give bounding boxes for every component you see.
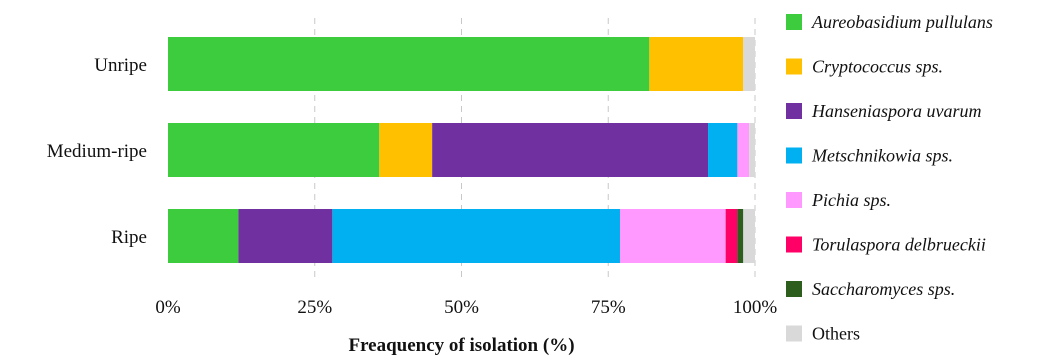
legend-label-5: Pichia sps. <box>811 190 891 210</box>
legend-label-2: Cryptococcus sps. <box>812 57 943 77</box>
bar-segment-medium-ripe-8 <box>749 123 755 177</box>
category-label-medium-ripe: Medium-ripe <box>47 141 147 162</box>
bar-segment-ripe-3 <box>238 209 333 263</box>
category-label-ripe: Ripe <box>111 227 147 248</box>
bar-segments <box>168 37 755 263</box>
bar-segment-medium-ripe-1 <box>168 123 380 177</box>
bar-segment-ripe-8 <box>743 209 755 263</box>
legend-swatch-3 <box>786 103 802 119</box>
legend-label-7: Saccharomyces sps. <box>812 279 955 299</box>
legend-swatch-1 <box>786 14 802 30</box>
legend-swatch-5 <box>786 192 802 208</box>
legend-swatch-4 <box>786 147 802 164</box>
category-labels: Unripe Medium-ripe Ripe <box>47 55 147 248</box>
category-label-unripe: Unripe <box>94 55 147 76</box>
bar-segment-ripe-5 <box>619 209 726 263</box>
bar-segment-unripe-8 <box>743 37 755 91</box>
bar-segment-medium-ripe-2 <box>379 123 433 177</box>
x-tick-label-1: 25% <box>297 297 332 318</box>
legend-label-4: Metschnikowia sps. <box>811 146 953 166</box>
legend-swatch-7 <box>786 281 802 297</box>
legend-swatch-2 <box>786 58 802 75</box>
x-tick-label-4: 100% <box>733 297 778 318</box>
bar-segment-ripe-1 <box>168 209 239 263</box>
legend-label-6: Torulaspora delbrueckii <box>812 235 986 255</box>
x-tick-label-0: 0% <box>155 297 181 318</box>
legend-swatch-6 <box>786 236 802 253</box>
bar-segment-unripe-2 <box>649 37 744 91</box>
bar-segment-ripe-7 <box>737 209 744 263</box>
legend-swatch-8 <box>786 325 802 342</box>
x-tick-label-2: 50% <box>444 297 479 318</box>
bar-segment-medium-ripe-4 <box>708 123 738 177</box>
bar-segment-unripe-1 <box>168 37 650 91</box>
x-axis-title: Freaquency of isolation (%) <box>348 335 574 356</box>
bar-segment-ripe-4 <box>332 209 620 263</box>
legend: Aureobasidium pullulans Cryptococcus sps.… <box>786 12 993 344</box>
legend-label-3: Hanseniaspora uvarum <box>811 101 982 121</box>
bar-segment-medium-ripe-3 <box>432 123 709 177</box>
bar-segment-medium-ripe-5 <box>737 123 750 177</box>
x-tick-label-3: 75% <box>591 297 626 318</box>
legend-label-8: Others <box>812 324 860 344</box>
legend-label-1: Aureobasidium pullulans <box>811 12 993 32</box>
bar-segment-ripe-6 <box>725 209 738 263</box>
x-tick-labels: 0% 25% 50% 75% 100% <box>155 297 777 318</box>
